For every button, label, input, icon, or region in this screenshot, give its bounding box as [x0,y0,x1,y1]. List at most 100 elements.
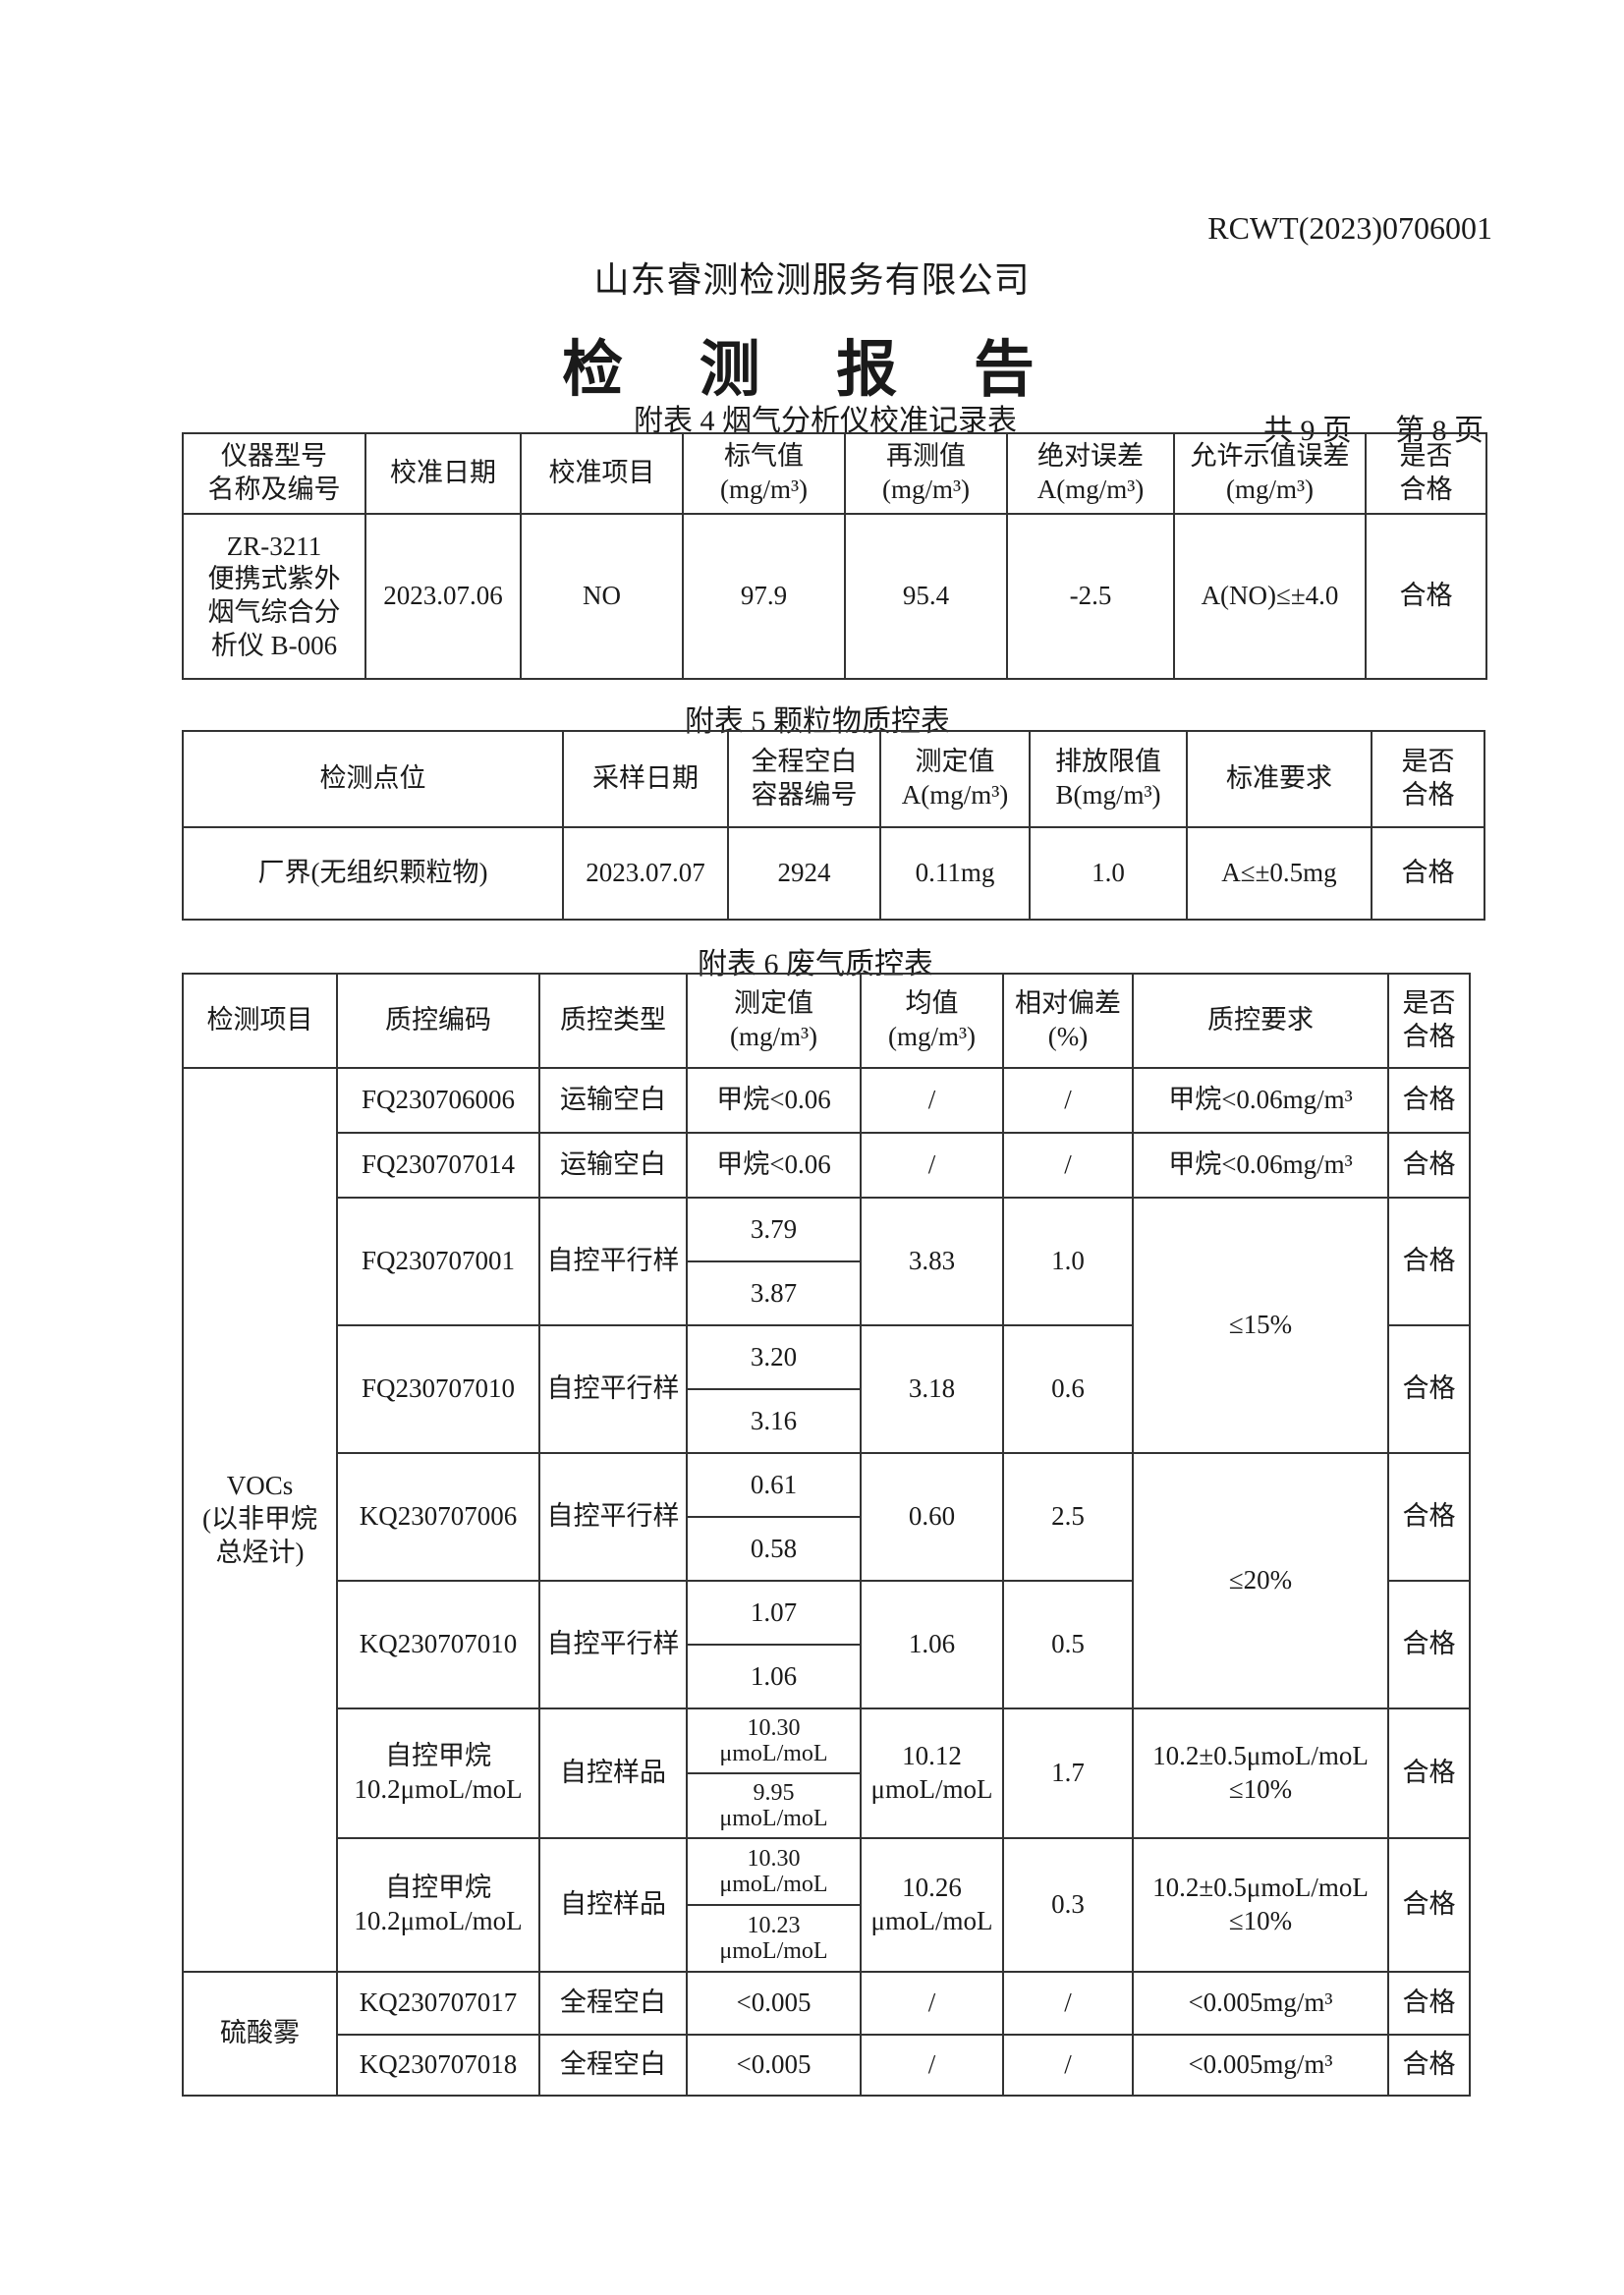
cell: 3.83 [860,1197,1004,1326]
table-row: 自控甲烷 10.2μmoL/moL 自控样品 10.30 μmoL/moL 10… [183,1707,1471,1839]
header-cell: 采样日期 [562,730,729,828]
header-cell: 再测值 (mg/m³) [844,432,1008,515]
cell: 10.2±0.5μmoL/moL ≤10% [1132,1837,1389,1973]
exhaust-gas-qc-table: 检测项目 质控编码 质控类型 测定值 (mg/m³) 均值 (mg/m³) 相对… [182,973,1471,2097]
cell: 自控平行样 [538,1197,688,1326]
cell: KQ230707018 [336,2034,540,2097]
cell: 0.5 [1002,1580,1134,1709]
cell: 1.0 [1002,1197,1134,1326]
header-cell: 质控类型 [538,973,688,1069]
cell: A≤±0.5mg [1186,826,1372,921]
cell: 10.26 μmoL/moL [860,1837,1004,1973]
cell: 甲烷<0.06mg/m³ [1132,1132,1389,1199]
cell: 3.16 [686,1388,862,1454]
cell: 合格 [1387,1452,1471,1582]
table-row: ZR-3211 便携式紫外 烟气综合分 析仪 B-006 2023.07.06 … [182,513,1487,680]
cell: FQ230707014 [336,1132,540,1199]
header-cell: 质控要求 [1132,973,1389,1069]
cell: 3.87 [686,1260,862,1326]
cell: KQ230707010 [336,1580,540,1709]
cell: 2023.07.06 [364,513,522,680]
header-cell: 绝对误差 A(mg/m³) [1006,432,1175,515]
table-row: 3.87 [183,1260,1470,1326]
header-cell: 检测点位 [182,730,564,828]
cell: 厂界(无组织颗粒物) [182,826,564,921]
cell: 1.7 [1002,1707,1134,1839]
table-header-row: 仪器型号 名称及编号 校准日期 校准项目 标气值 (mg/m³) 再测值 (mg… [182,432,1487,515]
table-header-row: 检测项目 质控编码 质控类型 测定值 (mg/m³) 均值 (mg/m³) 相对… [182,973,1471,1069]
table-row: KQ230707018 全程空白 <0.005 / / <0.005mg/m³ … [183,2034,1471,2097]
cell: KQ230707006 [336,1452,540,1582]
header-cell: 标气值 (mg/m³) [682,432,846,515]
cell: / [1002,1971,1134,2036]
table-row: FQ230707014 运输空白 甲烷<0.06 / / 甲烷<0.06mg/m… [183,1132,1471,1199]
header-cell: 质控编码 [336,973,540,1069]
cell: 合格 [1365,513,1487,680]
cell: 10.23 μmoL/moL [686,1904,862,1973]
cell: / [1002,2034,1134,2097]
cell: 1.07 [686,1580,862,1646]
cell: 自控平行样 [538,1452,688,1582]
table-row: 1.06 [183,1644,1470,1709]
cell: 自控平行样 [538,1324,688,1454]
cell: 0.61 [686,1452,862,1518]
header-cell: 标准要求 [1186,730,1372,828]
header-cell: 测定值 A(mg/m³) [879,730,1031,828]
cell: 全程空白 [538,2034,688,2097]
cell: <0.005mg/m³ [1132,1971,1389,2036]
cell: 合格 [1387,1132,1471,1199]
company-name: 山东睿测检测服务有限公司 [593,260,1031,300]
header-cell: 测定值 (mg/m³) [686,973,862,1069]
cell: 0.11mg [879,826,1031,921]
table-header-row: 检测点位 采样日期 全程空白 容器编号 测定值 A(mg/m³) 排放限值 B(… [182,730,1485,828]
report-number: RCWT(2023)0706001 [1207,210,1492,246]
table-row: 自控甲烷 10.2μmoL/moL 自控样品 10.30 μmoL/moL 10… [183,1837,1471,1973]
table-row: FQ230707001 自控平行样 3.79 3.83 1.0 ≤15% 合格 [183,1197,1471,1454]
table-row: 3.16 [183,1388,1470,1454]
cell: 甲烷<0.06 [686,1132,862,1199]
cell: FQ230706006 [336,1067,540,1134]
cell: 运输空白 [538,1132,688,1199]
cell: FQ230707010 [336,1324,540,1454]
cell: 10.30 μmoL/moL [686,1837,862,1906]
cell: 1.0 [1029,826,1188,921]
cell: NO [520,513,684,680]
cell: / [860,1971,1004,2036]
header-cell: 是否 合格 [1371,730,1485,828]
cell: 95.4 [844,513,1008,680]
cell: ZR-3211 便携式紫外 烟气综合分 析仪 B-006 [182,513,366,680]
table-row: 9.95 μmoL/moL [183,1772,1470,1839]
header-cell: 是否 合格 [1365,432,1487,515]
cell: 1.06 [686,1644,862,1709]
table-row: KQ230707010 自控平行样 1.07 1.06 0.5 合格 [183,1580,1471,1709]
cell: 自控甲烷 10.2μmoL/moL [336,1837,540,1973]
header-cell: 允许示值误差 (mg/m³) [1173,432,1367,515]
table-row: 10.23 μmoL/moL [183,1904,1470,1973]
cell: 0.6 [1002,1324,1134,1454]
header-cell: 校准日期 [364,432,522,515]
cell: / [1002,1067,1134,1134]
cell: 2023.07.07 [562,826,729,921]
header-cell: 排放限值 B(mg/m³) [1029,730,1188,828]
cell: 合格 [1387,1324,1471,1454]
cell: 1.06 [860,1580,1004,1709]
cell: 10.2±0.5μmoL/moL ≤10% [1132,1707,1389,1839]
cell: 自控平行样 [538,1580,688,1709]
cell: 合格 [1387,1067,1471,1134]
cell: 3.20 [686,1324,862,1390]
cell: A(NO)≤±4.0 [1173,513,1367,680]
cell: 自控样品 [538,1707,688,1839]
cell: 合格 [1371,826,1485,921]
header-cell: 全程空白 容器编号 [727,730,881,828]
particulate-qc-table: 检测点位 采样日期 全程空白 容器编号 测定值 A(mg/m³) 排放限值 B(… [182,730,1485,921]
cell: FQ230707001 [336,1197,540,1326]
table-row: 0.58 [183,1516,1470,1582]
cell: -2.5 [1006,513,1175,680]
cell: 合格 [1387,1707,1471,1839]
cell: 0.58 [686,1516,862,1582]
calibration-table: 仪器型号 名称及编号 校准日期 校准项目 标气值 (mg/m³) 再测值 (mg… [182,432,1487,680]
header-cell: 检测项目 [182,973,338,1069]
cell: 合格 [1387,2034,1471,2097]
cell: KQ230707017 [336,1971,540,2036]
cell: / [860,2034,1004,2097]
